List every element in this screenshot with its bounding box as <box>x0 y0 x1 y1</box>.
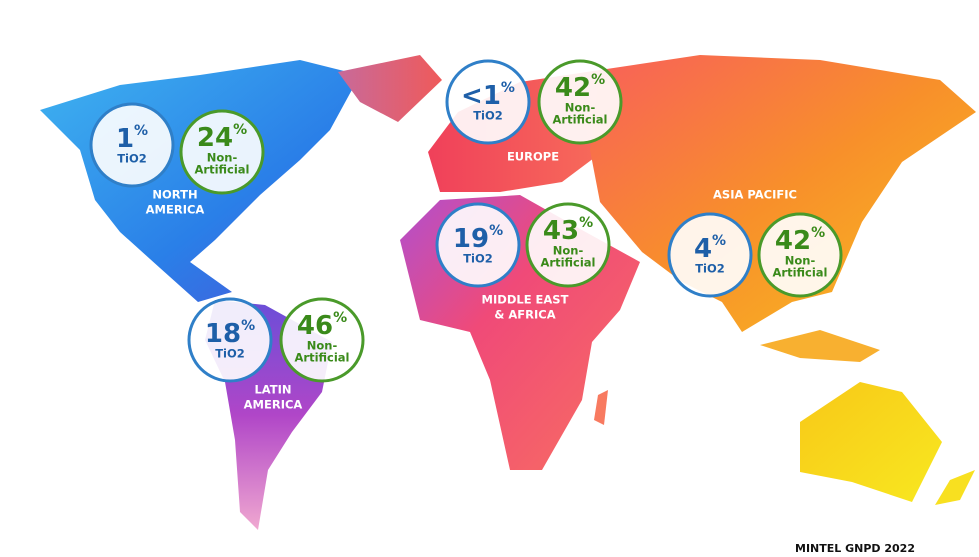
stat-unit: % <box>241 318 255 334</box>
stat-number: 1 <box>116 124 134 154</box>
stat-number: 42 <box>775 226 811 256</box>
bubble-circle <box>525 202 611 288</box>
stat-bubble: 46%Non-Artificial <box>279 297 365 383</box>
stat-bubble: 19%TiO2 <box>435 202 521 288</box>
stat-unit: % <box>579 215 593 231</box>
region-name: NORTH <box>152 188 197 202</box>
stat-number: 42 <box>555 73 591 103</box>
stat-number: 4 <box>694 234 712 264</box>
stat-bubble: 42%Non-Artificial <box>537 59 623 145</box>
region-name: ASIA PACIFIC <box>713 188 797 202</box>
stat-unit: % <box>712 233 726 249</box>
stat-bubble: 42%Non-Artificial <box>757 212 843 298</box>
region-name: AMERICA <box>244 398 303 412</box>
region-name: MIDDLE EAST <box>482 293 569 307</box>
stat-label: Artificial <box>553 113 608 127</box>
stat-label: Non- <box>553 244 584 258</box>
stat-number: <1 <box>461 81 501 111</box>
stat-unit: % <box>489 223 503 239</box>
stat-label: Non- <box>785 254 816 268</box>
stat-label: TiO2 <box>473 109 503 123</box>
stat-value: 42% <box>775 225 825 256</box>
stat-unit: % <box>591 72 605 88</box>
bubble-circle <box>279 297 365 383</box>
source-label: MINTEL GNPD 2022 <box>795 542 915 555</box>
stat-label: Artificial <box>541 256 596 270</box>
stat-label: TiO2 <box>695 262 725 276</box>
madagascar <box>594 390 608 425</box>
stat-label: Artificial <box>295 351 350 365</box>
stat-value: 18% <box>205 318 255 349</box>
stat-label: Artificial <box>773 266 828 280</box>
bubble-circle <box>537 59 623 145</box>
region-name: AMERICA <box>146 203 205 217</box>
bubble-circle <box>757 212 843 298</box>
stat-unit: % <box>811 225 825 241</box>
stat-value: 42% <box>555 72 605 103</box>
indonesia <box>760 330 880 362</box>
stat-bubble: 4%TiO2 <box>667 212 753 298</box>
stat-bubble: 18%TiO2 <box>187 297 273 383</box>
stat-label: Non- <box>207 151 238 165</box>
stat-unit: % <box>134 123 148 139</box>
stat-number: 24 <box>197 123 233 153</box>
new-zealand <box>935 470 975 505</box>
stat-label: TiO2 <box>463 252 493 266</box>
stat-number: 19 <box>453 224 489 254</box>
stat-value: 43% <box>543 215 593 246</box>
bubble-circle <box>187 297 273 383</box>
stat-number: 43 <box>543 216 579 246</box>
region-name: LATIN <box>254 383 291 397</box>
stat-number: 46 <box>297 311 333 341</box>
stat-bubble: 1%TiO2 <box>89 102 175 188</box>
stat-label: Artificial <box>195 163 250 177</box>
stat-value: 1% <box>116 123 148 154</box>
stat-value: <1% <box>461 80 515 111</box>
australia <box>800 382 942 502</box>
stat-label: Non- <box>307 339 338 353</box>
greenland <box>338 55 442 122</box>
stat-value: 24% <box>197 122 247 153</box>
stat-unit: % <box>333 310 347 326</box>
stat-bubble: 43%Non-Artificial <box>525 202 611 288</box>
stat-label: Non- <box>565 101 596 115</box>
region-name: EUROPE <box>507 150 559 164</box>
stat-number: 18 <box>205 319 241 349</box>
bubble-circle <box>179 109 265 195</box>
stat-bubble: <1%TiO2 <box>445 59 531 145</box>
stat-value: 46% <box>297 310 347 341</box>
stat-label: TiO2 <box>215 347 245 361</box>
stat-label: TiO2 <box>117 152 147 166</box>
bubble-circle <box>435 202 521 288</box>
stat-unit: % <box>233 122 247 138</box>
stat-value: 19% <box>453 223 503 254</box>
bubble-circle <box>89 102 175 188</box>
bubble-circle <box>445 59 531 145</box>
bubble-circle <box>667 212 753 298</box>
region-name: & AFRICA <box>494 308 555 322</box>
stat-value: 4% <box>694 233 726 264</box>
stat-unit: % <box>501 80 515 96</box>
stat-bubble: 24%Non-Artificial <box>179 109 265 195</box>
